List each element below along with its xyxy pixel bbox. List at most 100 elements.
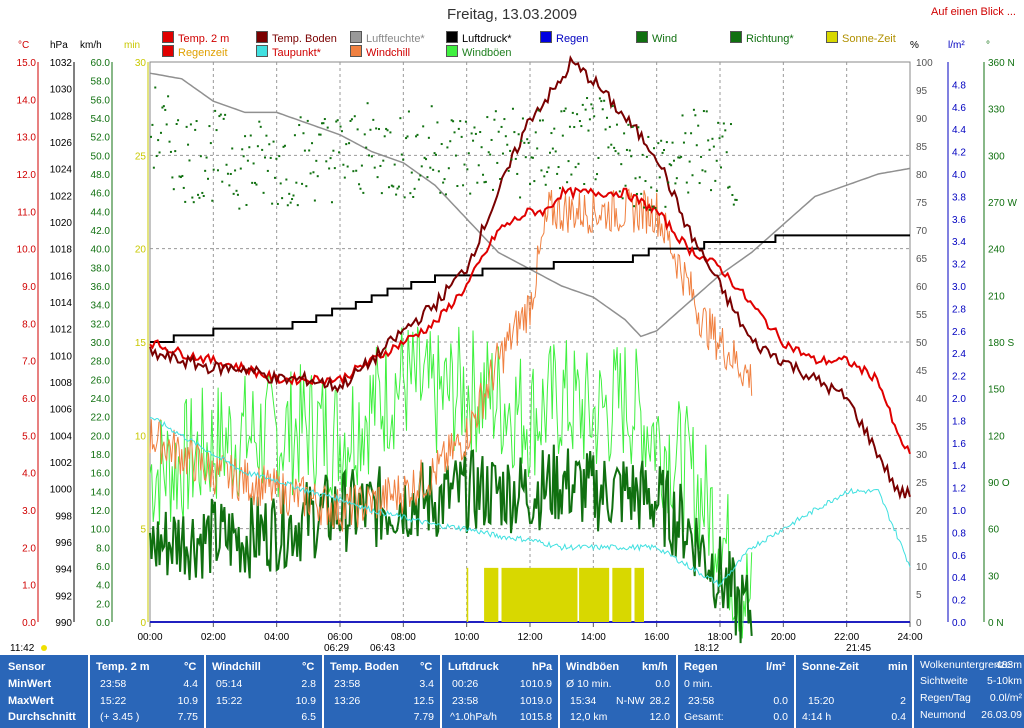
- direction-point: [539, 119, 542, 122]
- direction-point: [293, 134, 296, 137]
- direction-point: [330, 201, 333, 204]
- time-tick-label: 16:00: [644, 632, 669, 643]
- direction-point: [256, 145, 259, 148]
- col-druck: Luftdruck hPa 00:26 1010.9 23:58 1019.0 …: [442, 655, 560, 728]
- direction-point: [501, 152, 504, 155]
- direction-point: [531, 156, 534, 159]
- direction-point: [493, 118, 496, 121]
- col-sensor: Sensor MinWert MaxWert Durchschnitt: [0, 655, 90, 728]
- tick-pressure: 996: [55, 538, 72, 549]
- direction-point: [500, 125, 503, 128]
- direction-point: [594, 178, 597, 181]
- direction-point: [436, 121, 439, 124]
- direction-point: [321, 122, 323, 125]
- direction-point: [596, 173, 599, 176]
- direction-point: [519, 196, 522, 199]
- direction-point: [365, 146, 368, 149]
- direction-point: [483, 181, 486, 184]
- tick-wind: 36.0: [91, 282, 111, 293]
- series-wind: [149, 444, 753, 644]
- direction-point: [472, 139, 475, 142]
- direction-point: [509, 149, 512, 152]
- direction-point: [386, 129, 389, 132]
- direction-point: [249, 134, 252, 137]
- boeen-max-value: 28.2: [649, 695, 670, 707]
- sonne-avg-value: 0.4: [891, 711, 906, 723]
- direction-point: [554, 150, 557, 153]
- direction-point: [226, 172, 229, 175]
- temp-unit: °C: [18, 40, 30, 51]
- sun-bar: [634, 567, 644, 622]
- regen-total-label: Gesamt:: [684, 711, 724, 723]
- direction-point: [339, 125, 342, 128]
- direction-point: [373, 166, 376, 169]
- direction-point: [631, 125, 634, 128]
- direction-point: [558, 187, 561, 190]
- direction-point: [578, 120, 581, 123]
- direction-point: [549, 151, 551, 154]
- tick-rain: 2.2: [952, 372, 966, 383]
- tick-pressure: 1006: [50, 405, 73, 416]
- direction-point: [496, 161, 499, 164]
- direction-point: [248, 146, 251, 149]
- time-tick-label: 08:00: [391, 632, 416, 643]
- tick-dir: 180 S: [988, 338, 1014, 349]
- pressure-unit: hPa: [50, 40, 68, 51]
- time-tick-label: 02:00: [201, 632, 226, 643]
- quick-view-link[interactable]: Auf einen Blick ...: [931, 6, 1016, 18]
- direction-point: [184, 200, 187, 203]
- direction-point: [625, 148, 628, 151]
- tick-wind: 60.0: [91, 58, 111, 69]
- boeen-distance: 12,0 km: [570, 711, 608, 723]
- direction-point: [150, 135, 152, 138]
- wind-unit: km/h: [80, 40, 102, 51]
- direction-point: [199, 155, 202, 158]
- direction-point: [395, 193, 398, 196]
- time-tick-label: 22:00: [834, 632, 859, 643]
- direction-point: [198, 196, 201, 199]
- legend-item-7: Windböen: [446, 45, 512, 59]
- tick-wind: 8.0: [96, 543, 110, 554]
- tick-humidity: 55: [916, 310, 928, 321]
- tick-pressure: 1004: [50, 431, 73, 442]
- direction-point: [205, 156, 208, 159]
- direction-point: [547, 166, 550, 169]
- chart-title: Freitag, 13.03.2009: [446, 6, 578, 23]
- direction-point: [286, 204, 289, 207]
- tick-temp: 5.0: [22, 431, 36, 442]
- direction-point: [358, 183, 361, 186]
- legend-swatch: [730, 31, 742, 43]
- direction-point: [152, 166, 155, 169]
- direction-point: [164, 108, 167, 111]
- tick-wind: 12.0: [91, 506, 111, 517]
- direction-point: [349, 119, 352, 122]
- direction-point: [189, 123, 192, 126]
- direction-point: [544, 183, 547, 186]
- tick-temp: 13.0: [17, 133, 37, 144]
- sonne-max-time: 15:20: [808, 695, 835, 707]
- direction-point: [326, 126, 329, 129]
- tick-wind: 46.0: [91, 189, 111, 200]
- boeen-max-dir: N-NW: [616, 695, 645, 707]
- tick-sun: 10: [135, 431, 147, 442]
- tick-humidity: 50: [916, 338, 928, 349]
- direction-point: [429, 166, 432, 169]
- tick-rain: 0.8: [952, 528, 966, 539]
- direction-point: [360, 164, 363, 167]
- direction-point: [705, 110, 708, 113]
- time-tick-label: 24:00: [897, 632, 922, 643]
- direction-point: [556, 172, 559, 175]
- legend-item-1: Regenzeit: [162, 45, 228, 59]
- direction-point: [439, 191, 442, 194]
- tick-wind: 48.0: [91, 170, 111, 181]
- direction-point: [643, 206, 646, 209]
- direction-point: [154, 86, 157, 89]
- direction-point: [687, 191, 690, 194]
- direction-point: [403, 196, 406, 199]
- direction-point: [322, 122, 325, 125]
- tick-wind: 22.0: [91, 413, 111, 424]
- direction-point: [285, 178, 288, 181]
- tick-humidity: 80: [916, 170, 928, 181]
- direction-point: [254, 181, 257, 184]
- tick-temp: 12.0: [17, 170, 37, 181]
